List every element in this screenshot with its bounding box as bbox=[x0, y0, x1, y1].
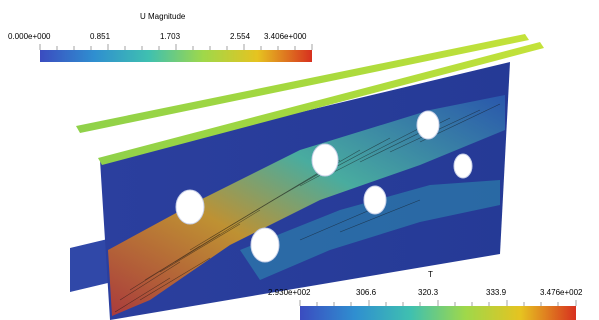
u-legend-tick-label: 1.703 bbox=[160, 32, 181, 41]
u-legend-tick-label: 2.554 bbox=[230, 32, 251, 41]
u-legend-colorbar bbox=[40, 50, 312, 62]
flow-region bbox=[108, 95, 505, 316]
flow-region-lower bbox=[240, 180, 500, 280]
u-magnitude-legend: U Magnitude 0.000e+000 0.851 1.703 2.554… bbox=[0, 10, 320, 68]
t-legend-tick-label: 3.476e+002 bbox=[540, 288, 583, 297]
u-legend-tick-label: 3.406e+000 bbox=[264, 32, 307, 41]
lower-fin bbox=[98, 42, 544, 165]
t-legend-ticks bbox=[299, 300, 577, 306]
u-legend-tick-label: 0.851 bbox=[90, 32, 111, 41]
upper-fin bbox=[76, 34, 529, 133]
t-legend-tick-label: 333.9 bbox=[486, 288, 507, 297]
t-legend-title: T bbox=[428, 270, 433, 279]
t-legend-tick-label: 320.3 bbox=[418, 288, 439, 297]
t-legend-tick-label: 306.6 bbox=[356, 288, 377, 297]
u-legend-title: U Magnitude bbox=[140, 12, 186, 21]
temperature-legend: T 2.930e+002 306.6 320.3 333.9 3.476e+00… bbox=[260, 268, 599, 320]
inlet-duct bbox=[70, 238, 112, 292]
t-legend-tick-label: 2.930e+002 bbox=[268, 288, 311, 297]
u-legend-tick-label: 0.000e+000 bbox=[8, 32, 51, 41]
obstacle-holes bbox=[175, 110, 473, 263]
u-legend-ticks bbox=[39, 44, 313, 50]
t-legend-colorbar bbox=[300, 306, 576, 320]
